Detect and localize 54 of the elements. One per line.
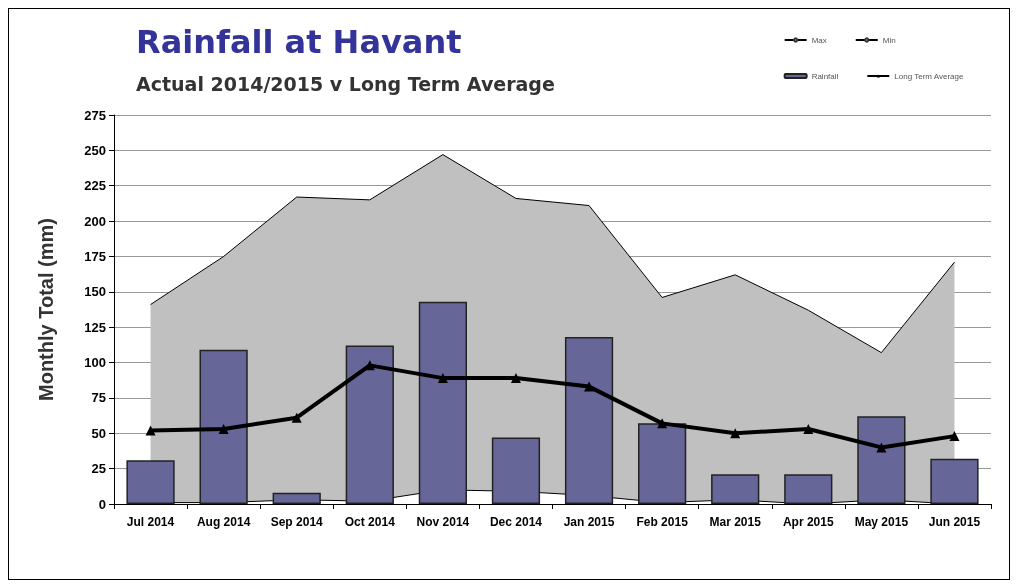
y-tick-label: 250 — [84, 142, 106, 158]
point — [437, 373, 448, 384]
bar — [418, 301, 467, 504]
x-tick-label: Jul 2014 — [126, 515, 175, 529]
bar — [784, 474, 833, 504]
point — [803, 424, 814, 435]
y-tick-label: 0 — [98, 496, 106, 512]
chart-title: Rainfall at Havant — [136, 23, 462, 61]
y-axis-title: Monthly Total (mm) — [35, 218, 57, 401]
x-tick-label: Oct 2014 — [344, 515, 396, 529]
x-tick-label: Jan 2015 — [563, 515, 615, 529]
bar — [857, 416, 906, 504]
bar — [930, 458, 979, 504]
bar — [491, 437, 541, 504]
point — [510, 373, 521, 384]
bar — [638, 423, 687, 504]
point — [876, 442, 887, 453]
y-tick-label: 125 — [84, 319, 106, 335]
y-tick-label: 225 — [84, 178, 106, 194]
legend-label: Rainfall — [811, 71, 839, 81]
y-tick-label: 150 — [84, 284, 106, 300]
x-tick-label: Mar 2015 — [709, 515, 762, 529]
bar — [272, 492, 321, 504]
y-tick-label: 100 — [84, 355, 106, 371]
chart-subtitle: Actual 2014/2015 v Long Term Average — [136, 72, 555, 95]
y-tick-label: 275 — [84, 107, 106, 123]
bar — [199, 349, 248, 504]
x-tick-label: Feb 2015 — [636, 515, 689, 529]
point — [657, 418, 668, 429]
bar — [711, 474, 760, 504]
legend-label: Long Term Average — [894, 71, 964, 81]
x-tick-label: May 2015 — [854, 515, 909, 529]
y-tick-label: 200 — [84, 213, 106, 229]
point — [949, 431, 960, 442]
bar — [126, 460, 175, 504]
point — [730, 428, 741, 439]
y-tick-label: 50 — [91, 425, 106, 441]
y-tick-label: 25 — [91, 461, 106, 477]
bar — [564, 337, 614, 504]
x-tick-label: Apr 2015 — [782, 515, 834, 529]
y-tick-label: 175 — [84, 248, 106, 264]
x-tick-label: Aug 2014 — [196, 515, 251, 529]
x-tick-label: Jun 2015 — [928, 515, 981, 529]
x-tick-label: Dec 2014 — [489, 515, 543, 529]
point — [584, 381, 595, 392]
x-tick-label: Nov 2014 — [416, 515, 470, 529]
legend-label: Min — [882, 35, 896, 45]
y-tick-label: 75 — [91, 390, 106, 406]
point — [145, 425, 156, 436]
bar — [345, 345, 394, 504]
x-tick-label: Sep 2014 — [270, 515, 324, 529]
point — [291, 412, 302, 423]
point — [218, 424, 229, 435]
legend-label: Max — [811, 35, 827, 45]
